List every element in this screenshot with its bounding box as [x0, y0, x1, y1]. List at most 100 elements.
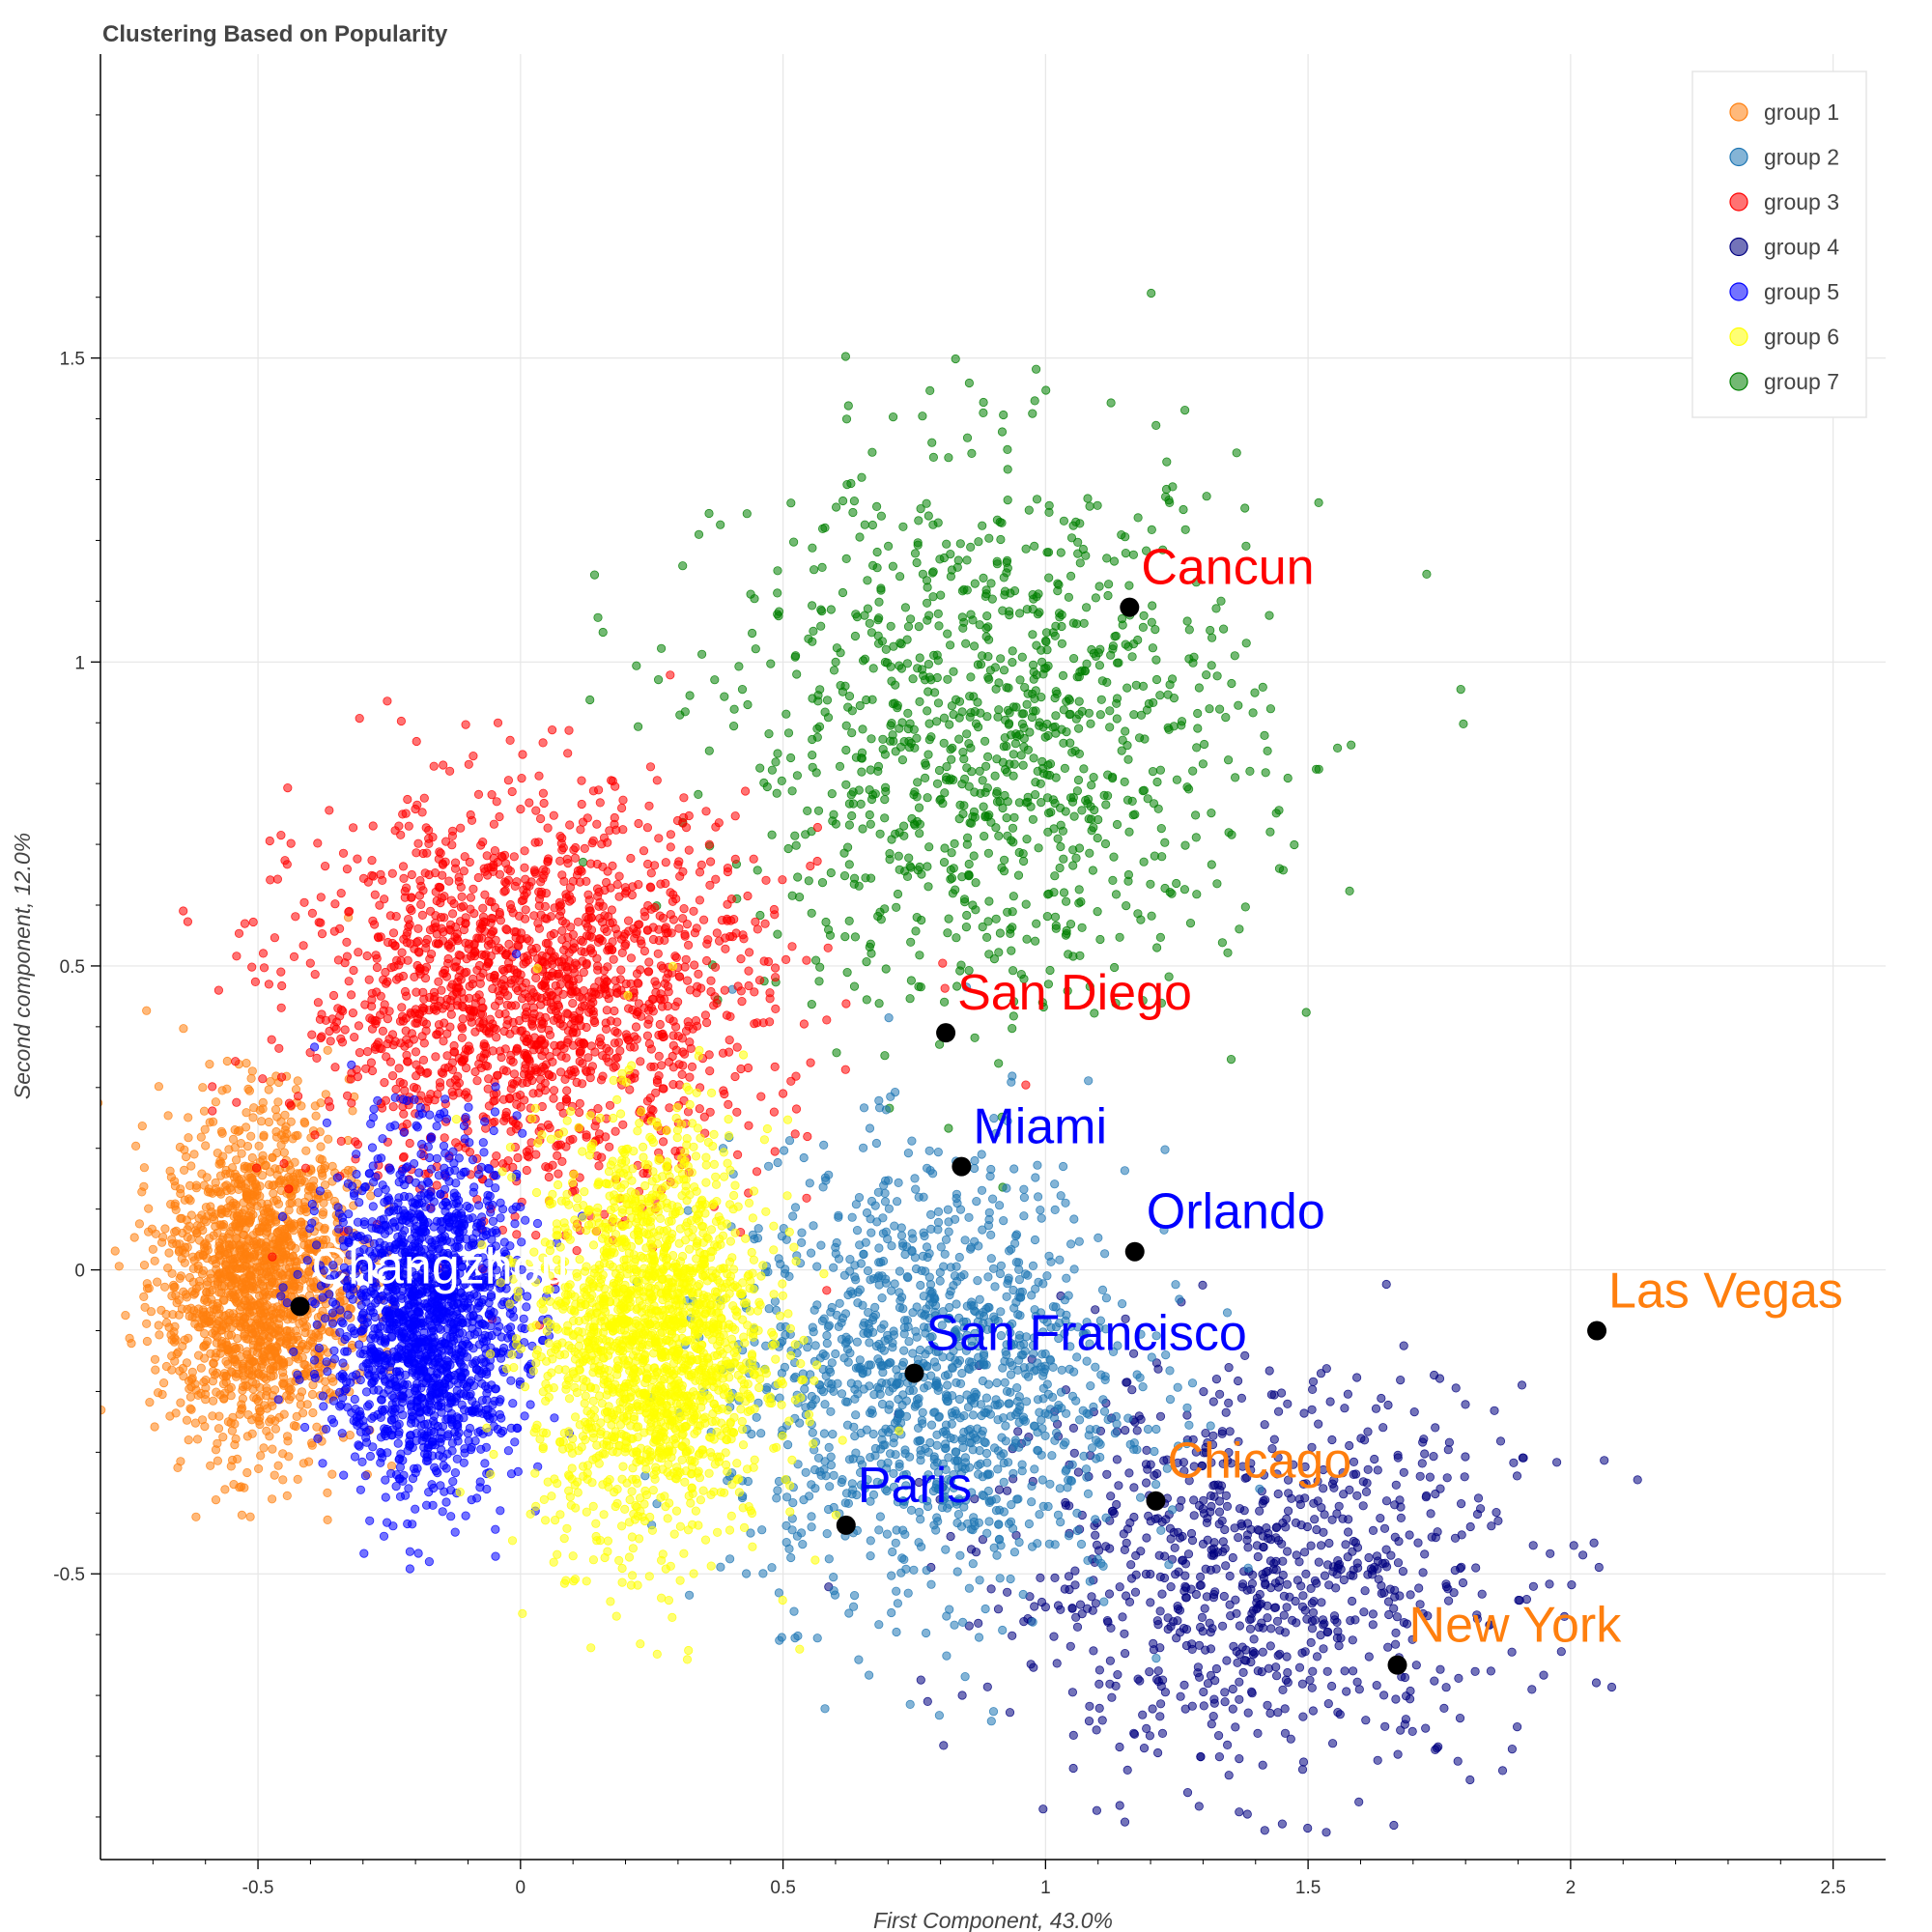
data-point: [908, 1308, 918, 1318]
data-point: [841, 780, 851, 789]
data-point: [1097, 1716, 1107, 1725]
data-point: [949, 667, 958, 676]
data-point: [1528, 1541, 1538, 1550]
data-point: [819, 1140, 829, 1151]
data-point: [1219, 624, 1229, 634]
data-point: [184, 1113, 193, 1122]
data-point: [988, 1707, 999, 1717]
data-point: [1308, 1384, 1318, 1395]
data-point: [1179, 1458, 1189, 1467]
data-point: [965, 1244, 976, 1254]
data-point: [202, 1288, 212, 1297]
data-point: [850, 932, 861, 942]
data-point: [1307, 1599, 1317, 1608]
data-point: [1130, 1587, 1141, 1597]
data-point: [1050, 912, 1061, 922]
data-point: [1312, 1652, 1322, 1662]
data-point: [1017, 709, 1027, 719]
data-point: [139, 1181, 149, 1191]
data-point: [1405, 1530, 1414, 1540]
data-point: [881, 964, 891, 974]
data-point: [386, 1462, 397, 1471]
data-point: [256, 1117, 267, 1126]
data-point: [1461, 1452, 1470, 1462]
data-point: [1046, 808, 1056, 817]
data-point: [829, 1573, 838, 1582]
data-point: [1009, 585, 1020, 596]
data-point: [1127, 1385, 1137, 1395]
data-point: [225, 1255, 236, 1264]
data-point: [1215, 1389, 1225, 1399]
data-point: [230, 1294, 240, 1304]
data-point: [176, 1213, 185, 1224]
data-point: [1211, 1663, 1222, 1674]
data-point: [1172, 775, 1182, 784]
data-point: [1321, 1364, 1331, 1374]
data-point: [905, 994, 915, 1004]
data-point: [876, 1323, 886, 1333]
data-point: [853, 1298, 863, 1308]
data-point: [1139, 1744, 1150, 1753]
data-point: [957, 707, 967, 717]
data-point: [1324, 1538, 1334, 1548]
data-point: [208, 1377, 217, 1386]
data-point: [939, 1741, 949, 1750]
data-point: [184, 1333, 193, 1343]
data-point: [1099, 1597, 1109, 1606]
data-point: [1211, 1564, 1221, 1574]
data-point: [964, 859, 974, 869]
data-point: [752, 1412, 761, 1422]
data-point: [1435, 1664, 1445, 1674]
data-point: [994, 1059, 1004, 1068]
data-point: [1121, 726, 1130, 736]
data-point: [1122, 683, 1132, 693]
data-point: [264, 1117, 273, 1127]
data-point: [1115, 1742, 1124, 1752]
data-point: [925, 1209, 936, 1220]
data-point: [974, 1618, 983, 1629]
data-point: [773, 588, 782, 598]
data-point: [839, 1270, 850, 1280]
data-point: [814, 722, 825, 731]
data-point: [883, 1234, 893, 1244]
data-point: [1003, 831, 1012, 840]
data-point: [981, 932, 992, 943]
data-point: [1360, 1435, 1370, 1445]
data-point: [891, 829, 900, 838]
data-point: [1274, 1582, 1284, 1592]
data-point: [1100, 838, 1111, 849]
data-point: [1070, 1566, 1080, 1576]
data-point: [178, 1341, 187, 1351]
data-point: [884, 1386, 895, 1397]
data-point: [1175, 1294, 1184, 1304]
data-point: [197, 1169, 207, 1179]
data-point: [1343, 1552, 1352, 1562]
data-point: [1181, 1583, 1191, 1593]
data-point: [180, 1165, 189, 1176]
data-point: [1461, 1400, 1470, 1409]
data-point: [1075, 951, 1085, 960]
data-point: [267, 1494, 277, 1504]
data-point: [248, 1231, 258, 1240]
data-point: [1057, 639, 1067, 648]
data-point: [910, 1253, 921, 1263]
data-point: [823, 713, 834, 723]
data-point: [1150, 1446, 1159, 1457]
data-point: [909, 789, 919, 800]
data-point: [1243, 1563, 1253, 1573]
data-point: [875, 1258, 886, 1267]
data-point: [301, 1207, 311, 1217]
data-point: [933, 1148, 943, 1157]
data-point: [924, 1146, 934, 1155]
data-point: [685, 691, 695, 700]
data-point: [1177, 721, 1186, 730]
data-point: [1221, 1407, 1231, 1417]
data-point: [178, 1228, 187, 1238]
data-point: [1325, 1397, 1335, 1406]
data-point: [907, 1136, 917, 1146]
data-point: [873, 1187, 884, 1197]
data-point: [1052, 1428, 1062, 1438]
data-point: [992, 515, 1003, 525]
data-point: [1146, 1598, 1155, 1607]
data-point: [716, 520, 725, 529]
